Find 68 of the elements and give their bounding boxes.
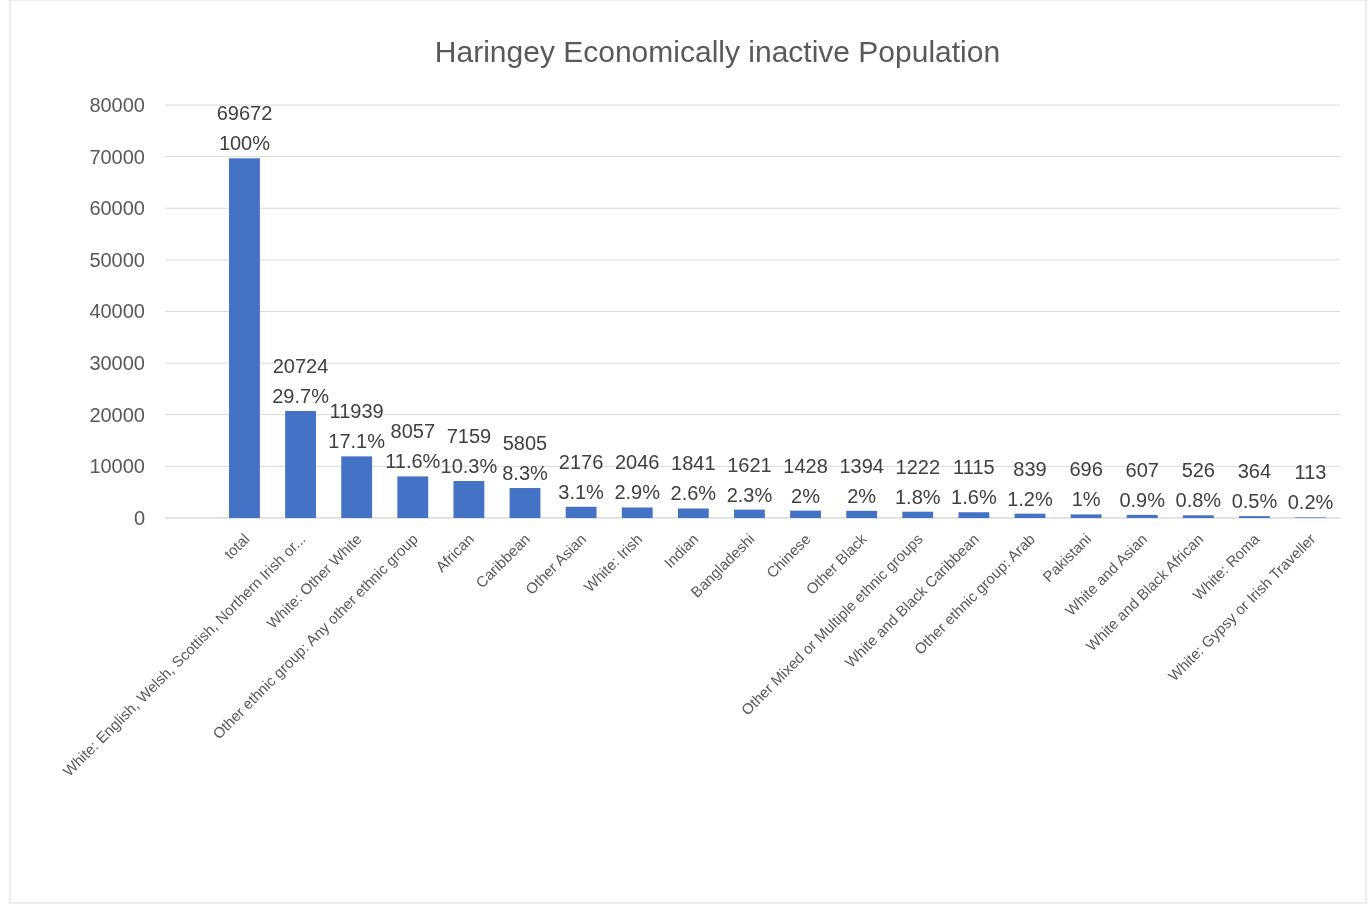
data-label: 69672 [216,102,273,125]
bar [902,511,934,518]
annotation: 2.9% [614,481,661,504]
data-label: 607 [1125,458,1159,481]
annotation: 2% [791,484,821,507]
annotation: 1.6% [951,486,997,509]
annotation: 1.8% [894,485,941,508]
annotation: 2.6% [670,482,717,505]
data-label: 1115 [953,456,995,479]
y-tick-label: 0 [133,506,145,529]
data-label: 1428 [783,454,828,477]
data-label: 11939 [329,400,384,423]
y-tick-label: 40000 [89,300,145,323]
annotation: 2% [847,484,877,507]
annotation: 0.8% [1175,489,1222,512]
annotation: 0.9% [1119,488,1166,511]
data-label: 1394 [839,454,884,477]
bar [509,488,541,518]
annotation: 0.2% [1287,491,1334,514]
bar [1182,515,1214,518]
annotation: 17.1% [328,430,386,453]
bar [621,507,653,518]
bar [1070,514,1102,518]
data-label: 1621 [727,453,772,476]
data-label: 20724 [272,355,329,378]
annotation: 11.6% [385,450,441,473]
y-tick-label: 50000 [89,248,145,271]
data-label: 8057 [390,420,436,443]
annotation: 8.3% [502,462,549,485]
bar [734,509,765,518]
bar [397,476,429,518]
chart-title: Haringey Economically inactive Population [434,35,1001,68]
data-label: 696 [1069,458,1103,481]
data-label: 1841 [671,452,716,475]
annotation: 3.1% [558,480,605,503]
bar [565,506,597,518]
bar [958,512,990,518]
data-label: 1222 [895,455,941,478]
data-label: 113 [1294,461,1327,484]
bar [285,411,316,518]
data-label: 7159 [446,425,492,448]
data-label: 526 [1181,459,1216,482]
y-tick-label: 70000 [89,145,145,168]
bar [341,456,373,518]
bar [1014,513,1046,518]
y-tick-label: 80000 [89,93,145,116]
data-label: 5805 [502,432,548,455]
bar [1126,514,1158,518]
annotation: 10.3% [440,455,498,478]
bar [229,158,260,518]
bar [846,510,878,518]
y-tick-label: 30000 [89,352,145,375]
annotation: 0.5% [1231,490,1278,513]
data-label: 364 [1237,460,1272,483]
annotation: 2.3% [726,483,773,506]
annotation: 1.2% [1007,487,1053,510]
data-label: 2046 [614,451,660,474]
y-tick-label: 60000 [89,197,145,220]
annotation: 100% [218,132,271,155]
y-tick-label: 20000 [89,403,145,426]
annotation: 1% [1071,488,1101,511]
data-label: 839 [1013,457,1047,480]
annotation: 29.7% [272,385,330,408]
bar [677,508,709,518]
data-label: 2176 [558,450,604,473]
y-tick-label: 10000 [89,455,145,478]
bar [453,481,485,518]
bar [790,510,821,518]
